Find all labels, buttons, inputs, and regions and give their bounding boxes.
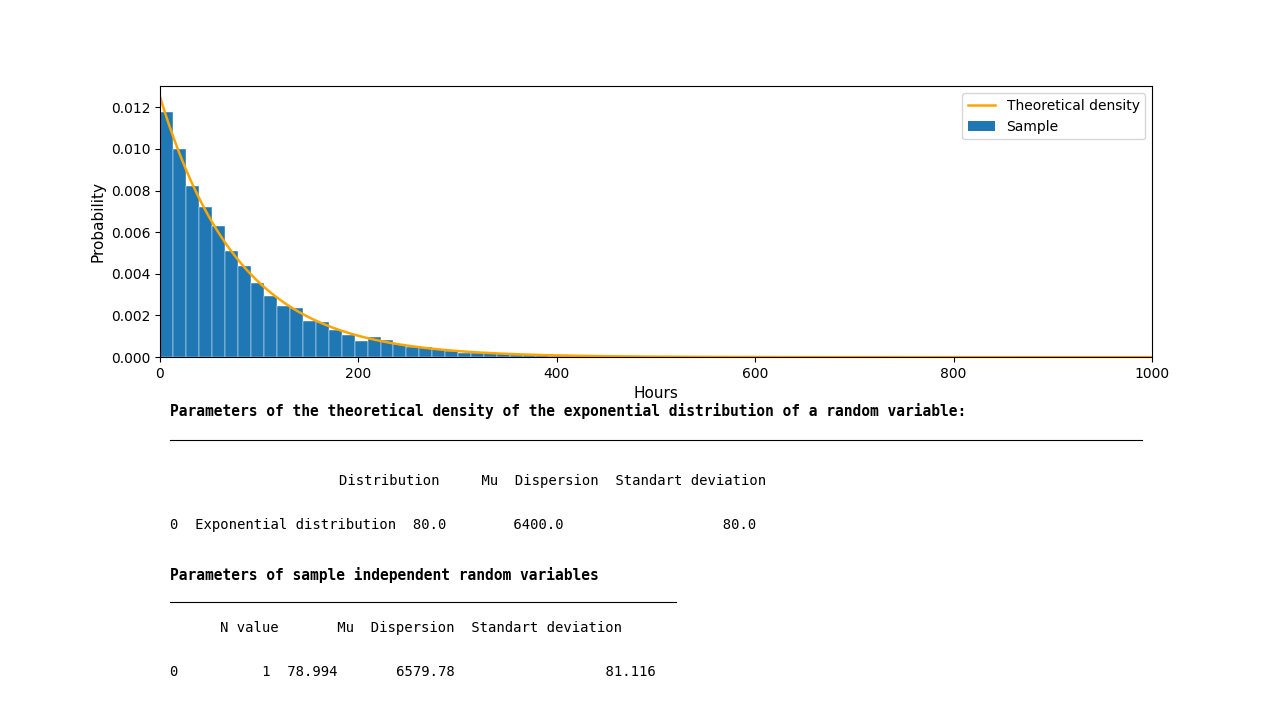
Text: N value       Mu  Dispersion  Standart deviation: N value Mu Dispersion Standart deviation	[220, 621, 622, 635]
Bar	[484, 354, 497, 357]
Line: Theoretical density: Theoretical density	[160, 96, 1152, 357]
Bar	[380, 340, 393, 357]
Bar	[160, 112, 173, 357]
Text: Parameters of the theoretical density of the exponential distribution of a rando: Parameters of the theoretical density of…	[170, 403, 966, 419]
Bar	[562, 356, 575, 357]
Theoretical density	[933, 353, 948, 361]
Bar	[251, 283, 264, 357]
Theoretical density	[1115, 353, 1130, 361]
Bar	[471, 354, 484, 357]
Bar	[329, 330, 342, 357]
Text: 0          1  78.994       6579.78                  81.116: 0 1 78.994 6579.78 81.116	[170, 665, 655, 679]
Legend: Theoretical density, Sample: Theoretical density, Sample	[963, 94, 1146, 140]
Bar	[458, 353, 471, 357]
Theoretical density	[152, 92, 168, 101]
Theoretical density	[635, 352, 650, 361]
Theoretical density	[1144, 353, 1160, 361]
Y-axis label: Probability: Probability	[90, 181, 105, 262]
Bar	[355, 341, 367, 357]
Bar	[316, 322, 329, 357]
Bar	[212, 226, 225, 357]
Bar	[238, 266, 251, 357]
Bar	[524, 356, 536, 357]
Bar	[588, 356, 602, 357]
Bar	[173, 149, 186, 357]
Bar	[433, 349, 445, 357]
Bar	[276, 306, 289, 357]
Bar	[225, 251, 238, 357]
Bar	[393, 344, 407, 357]
Theoretical density	[608, 352, 623, 361]
Text: Parameters of sample independent random variables: Parameters of sample independent random …	[170, 567, 599, 583]
Text: Distribution     Mu  Dispersion  Standart deviation: Distribution Mu Dispersion Standart devi…	[338, 474, 765, 488]
Bar	[511, 355, 524, 357]
Bar	[186, 186, 198, 357]
Bar	[445, 351, 458, 357]
Theoretical density	[1116, 353, 1132, 361]
Text: 0  Exponential distribution  80.0        6400.0                   80.0: 0 Exponential distribution 80.0 6400.0 8…	[170, 518, 756, 532]
Bar	[497, 354, 511, 357]
Bar	[549, 356, 562, 357]
Bar	[420, 347, 433, 357]
Bar	[602, 356, 614, 357]
Bar	[342, 336, 355, 357]
Bar	[302, 320, 316, 357]
Bar	[407, 347, 420, 357]
Bar	[198, 207, 212, 357]
Theoretical density	[204, 215, 219, 224]
Bar	[614, 356, 627, 357]
Bar	[367, 338, 380, 357]
Bar	[536, 355, 549, 357]
Bar	[289, 308, 302, 357]
Bar	[264, 297, 276, 357]
Bar	[575, 356, 588, 357]
X-axis label: Hours: Hours	[634, 387, 678, 402]
